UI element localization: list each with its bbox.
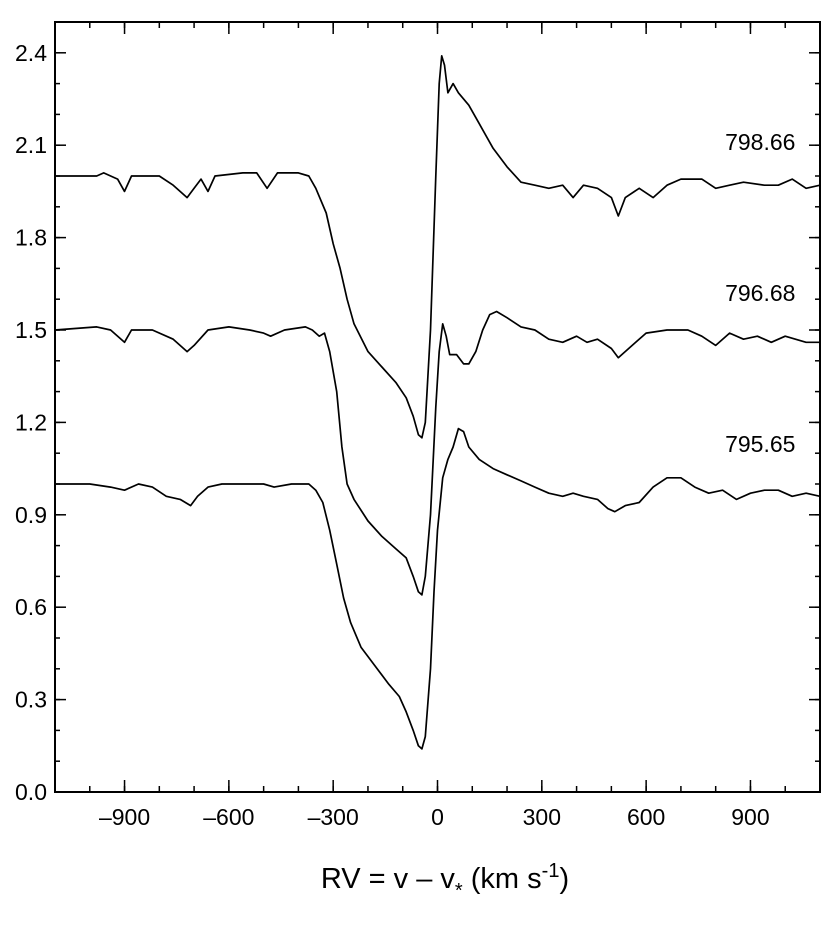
x-axis-title-unit-close: ) xyxy=(559,863,569,895)
y-tick-label: 0.9 xyxy=(15,502,47,528)
series-label-796.68: 796.68 xyxy=(725,280,795,306)
y-tick-label: 0.6 xyxy=(15,594,47,620)
x-axis-title-subscript: * xyxy=(455,880,463,902)
series-line-796.68 xyxy=(54,310,820,596)
y-tick-label: 1.2 xyxy=(15,409,47,435)
series-group: 798.66 796.68 795.65 xyxy=(54,55,821,750)
x-tick-label: –900 xyxy=(99,804,150,830)
series-label-795.65: 795.65 xyxy=(725,431,795,457)
series-label-798.66: 798.66 xyxy=(725,129,795,155)
series-line-795.65 xyxy=(55,427,821,750)
x-tick-label: –300 xyxy=(308,804,359,830)
x-tick-label: 0 xyxy=(431,804,444,830)
x-tick-label: –600 xyxy=(203,804,254,830)
x-axis-title-main: RV = v – v xyxy=(321,863,456,895)
y-tick-label: 2.1 xyxy=(15,132,47,158)
x-axis-title-unit-sup: -1 xyxy=(542,860,560,882)
y-tick-label: 0.0 xyxy=(15,779,47,805)
x-tick-label: 600 xyxy=(627,804,665,830)
y-tick-label: 1.8 xyxy=(15,225,47,251)
x-axis-title: RV = v – v* (km s-1) xyxy=(321,860,569,902)
x-tick-label: 300 xyxy=(523,804,561,830)
x-axis-title-unit-open: (km s xyxy=(463,863,542,895)
series-line-798.66 xyxy=(55,55,821,439)
x-tick-label: 900 xyxy=(731,804,769,830)
x-axis-ticks: –900 –600 –300 0 300 600 900 xyxy=(54,22,821,830)
y-tick-label: 0.3 xyxy=(15,687,47,713)
y-tick-label: 1.5 xyxy=(15,317,47,343)
y-axis-ticks: 0.0 0.3 0.6 0.9 1.2 1.5 1.8 2.1 2.4 xyxy=(15,21,820,805)
y-tick-label: 2.4 xyxy=(15,40,47,66)
plot-frame xyxy=(54,21,821,793)
